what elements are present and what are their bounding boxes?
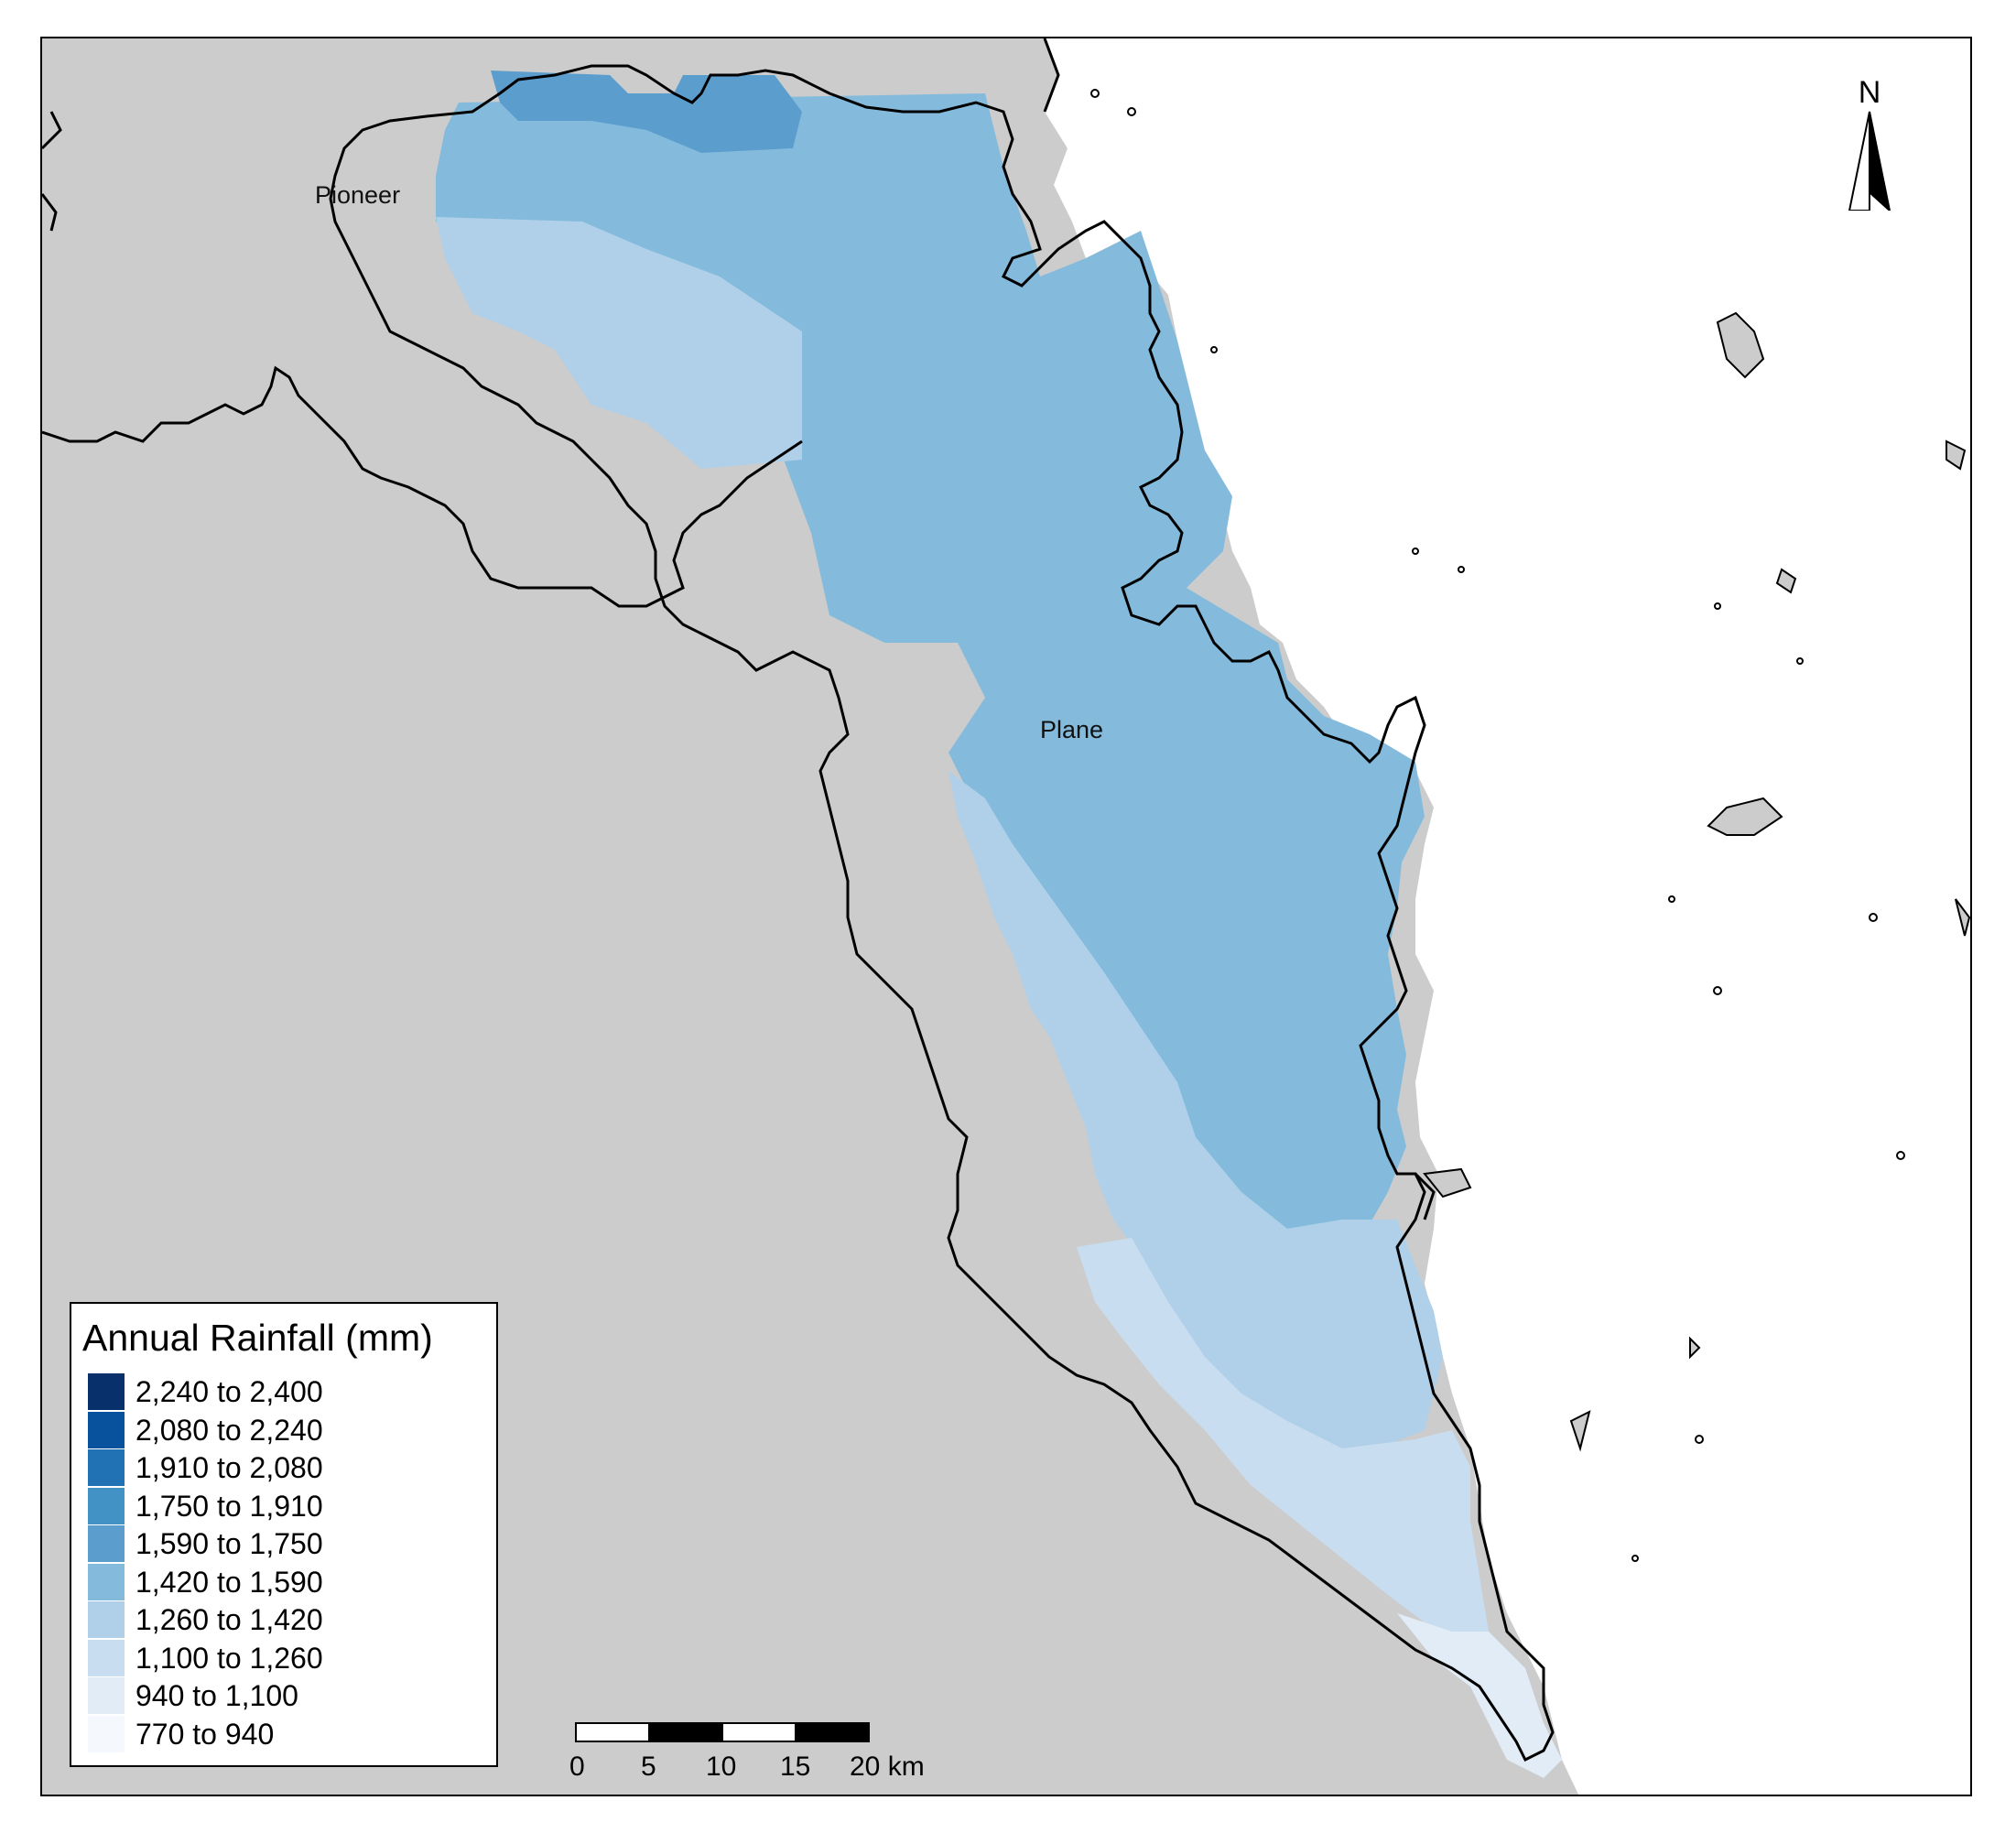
rain-zone-940-1100 — [1397, 1613, 1562, 1778]
legend-swatch — [88, 1525, 125, 1562]
island — [1707, 797, 1783, 836]
legend-label: 940 to 1,100 — [135, 1679, 298, 1712]
coastline — [1043, 38, 1436, 1220]
islet — [1631, 1555, 1639, 1562]
island — [1775, 568, 1797, 594]
scale-segment-3 — [721, 1722, 797, 1742]
north-arrow-icon — [1848, 111, 1891, 211]
scale-segment-4 — [795, 1722, 870, 1742]
legend-swatch — [88, 1449, 125, 1486]
islet — [1090, 89, 1100, 98]
legend-label: 1,750 to 1,910 — [135, 1489, 323, 1523]
legend-title: Annual Rainfall (mm) — [82, 1317, 433, 1359]
legend-swatch — [88, 1677, 125, 1714]
scale-segment-2 — [648, 1722, 723, 1742]
legend-label: 1,590 to 1,750 — [135, 1527, 323, 1560]
pioneer-basin-boundary — [42, 365, 803, 608]
scale-tick-20: 20 km — [850, 1752, 925, 1782]
islet — [1695, 1435, 1704, 1444]
scale-segment-1 — [575, 1722, 650, 1742]
islet — [1412, 548, 1419, 555]
island — [1689, 1336, 1701, 1360]
scale-tick-5: 5 — [641, 1752, 656, 1782]
catchment-boundary — [329, 64, 1555, 1762]
legend-label: 770 to 940 — [135, 1717, 275, 1751]
north-arrow: N — [1833, 75, 1906, 212]
north-letter: N — [1858, 75, 1881, 110]
island — [1423, 1167, 1472, 1198]
scale-tick-0: 0 — [569, 1752, 585, 1782]
island — [1716, 311, 1765, 379]
north-arrow-left-half — [1848, 111, 1870, 211]
islet — [1713, 986, 1722, 995]
legend-label: 1,420 to 1,590 — [135, 1565, 323, 1599]
islet — [1896, 1151, 1905, 1160]
legend-label: 1,910 to 2,080 — [135, 1451, 323, 1484]
legend-label: 1,100 to 1,260 — [135, 1641, 323, 1675]
legend-label: 2,240 to 2,400 — [135, 1375, 323, 1408]
islet — [1458, 566, 1465, 573]
label-plane: Plane — [1040, 716, 1104, 743]
legend-swatch — [88, 1715, 125, 1752]
left-edge-coast — [42, 111, 62, 232]
islet — [1127, 107, 1136, 116]
rain-zone-1590-1750 — [491, 70, 802, 153]
islet — [1714, 602, 1721, 610]
islet — [1869, 913, 1878, 922]
legend-label: 1,260 to 1,420 — [135, 1603, 323, 1636]
islet — [1210, 346, 1218, 353]
island — [1569, 1410, 1591, 1452]
legend-swatch — [88, 1639, 125, 1676]
legend-swatch — [88, 1487, 125, 1524]
islet-dots — [1090, 89, 1905, 1562]
islet — [1668, 895, 1675, 903]
legend-swatch — [88, 1563, 125, 1600]
map-frame: Pioneer Plane N Annual Rainfall (mm) 2,2… — [40, 37, 1972, 1796]
rain-zone-1420-1590 — [436, 93, 1425, 1242]
legend-swatch — [88, 1601, 125, 1638]
rain-zone-1260-1420 — [436, 217, 1443, 1458]
legend: Annual Rainfall (mm) 2,240 to 2,400 2,080… — [70, 1302, 498, 1767]
legend-swatch — [88, 1411, 125, 1448]
scale-bar: 0 5 10 15 20 km — [569, 1722, 959, 1786]
island — [1946, 439, 1967, 471]
rain-zone-1100-1260 — [1077, 1238, 1489, 1650]
scale-tick-15: 15 — [780, 1752, 811, 1782]
islet — [1796, 657, 1804, 665]
islands — [1423, 311, 1970, 1452]
label-pioneer: Pioneer — [315, 181, 401, 209]
north-arrow-right-half — [1869, 111, 1891, 211]
legend-label: 2,080 to 2,240 — [135, 1413, 323, 1447]
scale-tick-10: 10 — [706, 1752, 737, 1782]
island — [1955, 898, 1970, 937]
legend-swatch — [88, 1373, 125, 1410]
